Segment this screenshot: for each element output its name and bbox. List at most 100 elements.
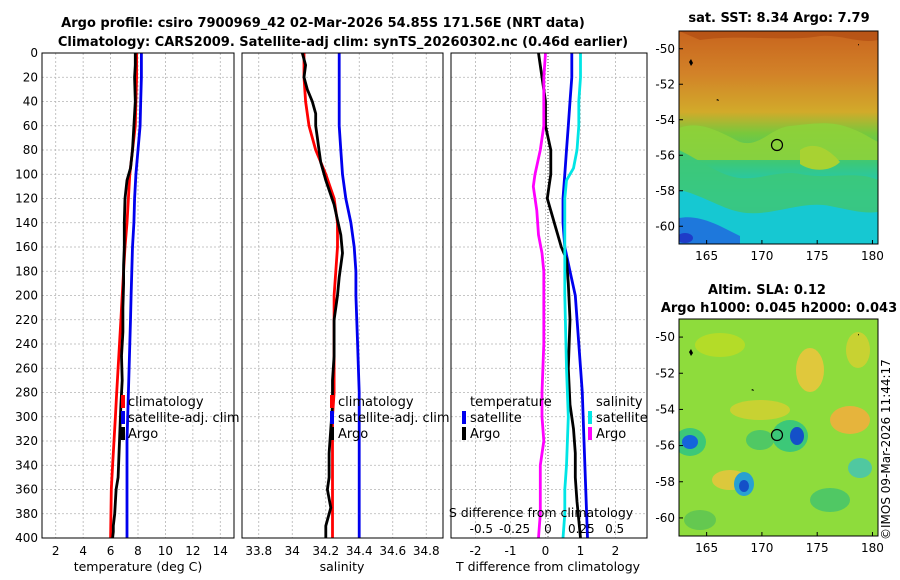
- y-tick-label: 360: [15, 483, 38, 497]
- map-y-tick-label: -58: [655, 184, 675, 198]
- sst-map-frame: [678, 30, 879, 245]
- y-tick-label: 80: [23, 143, 38, 157]
- legend-swatch-t-argo: [462, 427, 466, 440]
- y-tick-label: 200: [15, 289, 38, 303]
- figure-title-line-2: Climatology: CARS2009. Satellite-adj cli…: [58, 35, 628, 50]
- sla-map-title-line-2: Argo h1000: 0.045 h2000: 0.043: [661, 301, 897, 316]
- x-tick-label: 34.2: [312, 544, 339, 558]
- map-y-tick-label: -54: [655, 402, 675, 416]
- x-tick-label: 6: [107, 544, 115, 558]
- sla-map-panel: Altim. SLA: 0.12 Argo h1000: 0.045 h2000…: [655, 283, 897, 555]
- legend-label-climatology: climatology: [128, 395, 204, 410]
- legend-swatch-s-argo: [588, 427, 592, 440]
- map-x-tick-label: 165: [695, 249, 718, 263]
- salinity-grid: [242, 52, 443, 539]
- s-x-tick-label: -0.25: [499, 522, 530, 536]
- sla-map-title-line-1: Altim. SLA: 0.12: [708, 283, 826, 298]
- x-tick-label: 12: [185, 544, 200, 558]
- map-y-tick-label: -56: [655, 148, 675, 162]
- legend-label-s-argo: Argo: [596, 427, 626, 442]
- series-line-argo: [300, 52, 344, 538]
- legend-label-t-argo: Argo: [470, 427, 500, 442]
- legend-swatch-t-satellite: [462, 411, 466, 424]
- y-tick-label: 380: [15, 507, 38, 521]
- figure-title-line-1: Argo profile: csiro 7900969_42 02-Mar-20…: [61, 16, 585, 31]
- temperature-legend: climatology satellite-adj. clim Argo: [121, 395, 240, 442]
- temperature-xlabel: temperature (deg C): [74, 559, 203, 574]
- y-tick-label: 280: [15, 386, 38, 400]
- series-line-s-satellite: [561, 53, 582, 539]
- legend-swatch-climatology: [330, 395, 334, 408]
- map-y-tick-label: -52: [655, 77, 675, 91]
- salinity-tick-labels: 33.8 34 34.2 34.4 34.6 34.8: [245, 544, 439, 558]
- legend-swatch-satellite-adj: [330, 411, 334, 424]
- salinity-panel: 33.8 34 34.2 34.4 34.6 34.8 salinity climatol…: [241, 52, 450, 574]
- x-tick-label: -2: [470, 544, 482, 558]
- salinity-xlabel: salinity: [320, 559, 365, 574]
- s-x-tick-label: 0.5: [605, 522, 624, 536]
- s-x-tick-label: 0: [544, 522, 552, 536]
- temperature-panel: 2 4 6 8 10 12 14020406080100120140160180200220…: [15, 46, 240, 574]
- y-tick-label: 300: [15, 410, 38, 424]
- y-tick-label: 140: [15, 216, 38, 230]
- s-x-tick-label: 0.25: [568, 522, 595, 536]
- x-tick-label: 34.8: [413, 544, 440, 558]
- x-tick-label: 34: [285, 544, 300, 558]
- x-tick-label: 0: [542, 544, 550, 558]
- map-y-tick-label: -50: [655, 330, 675, 344]
- salinity-legend: climatology satellite-adj. clim Argo: [330, 395, 450, 442]
- legend-label-climatology: climatology: [338, 395, 414, 410]
- y-tick-label: 340: [15, 458, 38, 472]
- y-tick-label: 120: [15, 192, 38, 206]
- temperature-grid: [42, 52, 234, 539]
- map-y-tick-label: -60: [655, 511, 675, 525]
- sst-map-tick-labels: 165 170 175 180 -50 -52 -54 -56 -58 -60: [655, 42, 884, 263]
- salinity-series: [300, 52, 361, 538]
- x-tick-label: -1: [505, 544, 517, 558]
- y-tick-label: 180: [15, 264, 38, 278]
- map-y-tick-label: -54: [655, 113, 675, 127]
- sla-map-image: [679, 319, 878, 536]
- map-y-tick-label: -60: [655, 219, 675, 233]
- legend-label-satellite-adj: satellite-adj. clim: [338, 411, 450, 426]
- legend-swatch-argo: [330, 427, 334, 440]
- y-tick-label: 220: [15, 313, 38, 327]
- y-tick-label: 20: [23, 70, 38, 84]
- legend-label-argo: Argo: [128, 427, 158, 442]
- y-tick-label: 260: [15, 361, 38, 375]
- map-x-tick-label: 175: [806, 541, 829, 555]
- sst-map-panel: sat. SST: 8.34 Argo: 7.79 165 170 175 180 -5…: [655, 11, 884, 263]
- map-y-tick-label: -58: [655, 475, 675, 489]
- map-x-tick-label: 180: [861, 249, 884, 263]
- y-tick-label: 320: [15, 434, 38, 448]
- x-tick-label: 8: [134, 544, 142, 558]
- map-y-tick-label: -50: [655, 42, 675, 56]
- y-tick-label: 240: [15, 337, 38, 351]
- s-x-tick-label: -0.5: [470, 522, 493, 536]
- legend-swatch-climatology: [121, 395, 125, 408]
- legend-label-argo: Argo: [338, 427, 368, 442]
- x-tick-label: 14: [213, 544, 228, 558]
- map-x-tick-label: 165: [695, 541, 718, 555]
- salinity-axes-frame: [241, 52, 444, 539]
- series-line-climatology: [302, 53, 339, 538]
- x-tick-label: 10: [158, 544, 173, 558]
- sla-map-tick-labels: 165 170 175 180 -50 -52 -54 -56 -58 -60: [655, 330, 884, 555]
- sst-argo-location-marker: [770, 138, 784, 152]
- legend-swatch-satellite-adj: [121, 411, 125, 424]
- s-difference-xlabel: S difference from climatology: [449, 505, 634, 520]
- legend-swatch-s-satellite: [588, 411, 592, 424]
- y-tick-label: 100: [15, 167, 38, 181]
- y-tick-label: 60: [23, 119, 38, 133]
- series-line-satellite-adj-clim: [337, 53, 361, 538]
- legend-swatch-argo: [121, 427, 125, 440]
- sla-argo-location-marker: [770, 428, 784, 442]
- difference-tick-labels: -2 -1 0 1 2: [470, 544, 620, 558]
- map-x-tick-label: 175: [806, 249, 829, 263]
- difference-grid: [451, 52, 647, 539]
- difference-axes-frame: [450, 52, 648, 539]
- y-tick-label: 0: [30, 46, 38, 60]
- map-x-tick-label: 170: [750, 541, 773, 555]
- y-tick-label: 40: [23, 95, 38, 109]
